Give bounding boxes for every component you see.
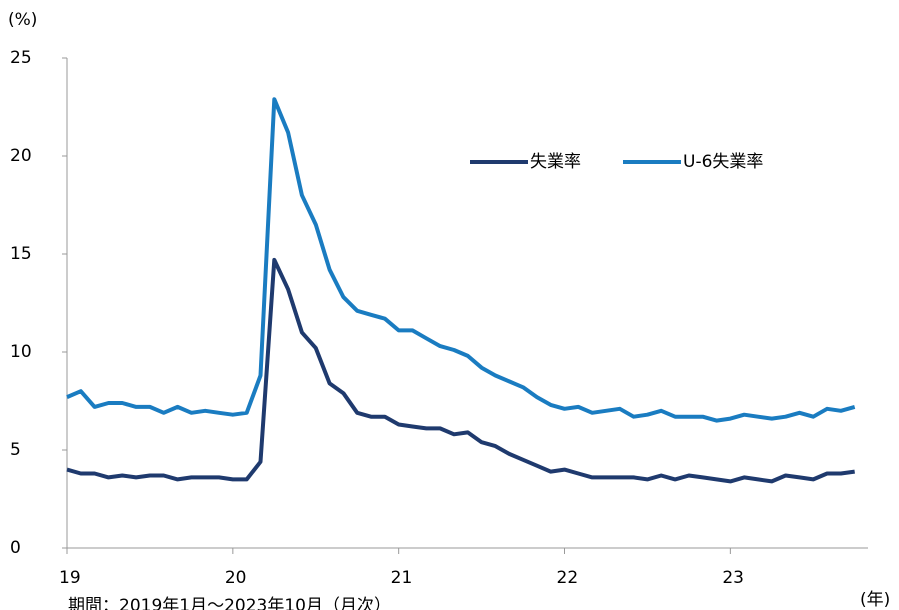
x-tick-label: 19 xyxy=(59,568,81,588)
note: 期間：2019年1月～2023年10月（月次） xyxy=(68,596,391,610)
x-tick-label: 20 xyxy=(225,568,247,588)
x-tick-label: 22 xyxy=(557,568,579,588)
series-line xyxy=(66,97,856,423)
y-tick-label: 0 xyxy=(10,538,21,558)
y-tick-label: 25 xyxy=(10,48,32,68)
y-tick-label: 20 xyxy=(10,146,32,166)
x-tick-label: 23 xyxy=(722,568,744,588)
y-tick-label: 15 xyxy=(10,244,32,264)
y-tick-label: 5 xyxy=(10,440,21,460)
series-line xyxy=(66,257,855,484)
legend-label: 失業率 xyxy=(530,152,581,172)
x-unit-label: (年) xyxy=(860,590,890,610)
y-unit-label: (%) xyxy=(8,10,37,30)
x-tick-label: 21 xyxy=(391,568,413,588)
legend-label: U-6失業率 xyxy=(683,152,763,172)
y-tick-label: 10 xyxy=(10,342,32,362)
